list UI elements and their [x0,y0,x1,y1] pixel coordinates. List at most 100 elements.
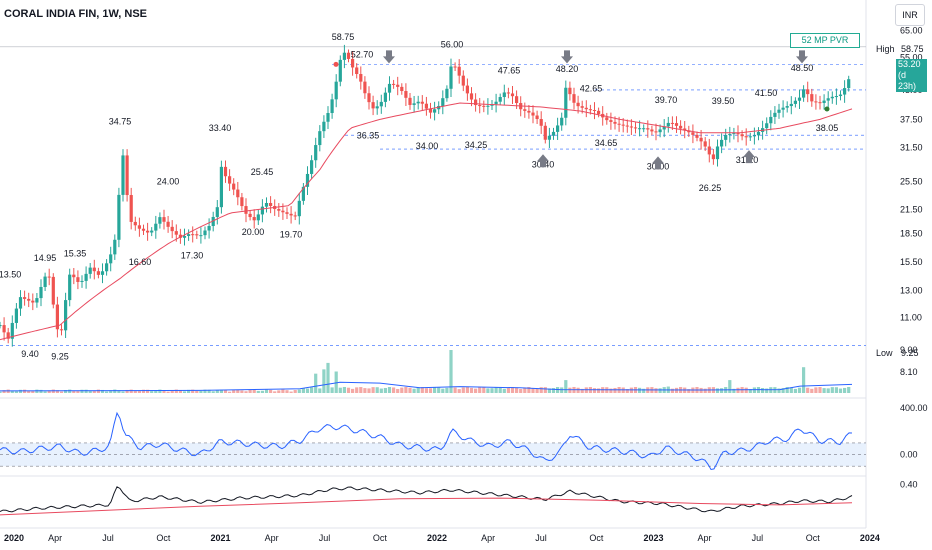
y-tick-label: 37.50 [900,114,923,124]
candle-body [576,102,580,107]
candle-body [182,235,187,238]
candle-body [228,176,232,184]
candle-body [769,116,773,124]
volume-bar [584,387,588,393]
volume-bar [330,387,334,393]
candle-body [806,89,810,95]
candle-body [322,121,326,132]
pvr-label: 52 MP PVR [790,33,860,48]
last-price-tag[interactable]: 53.20 (d 23h) [896,59,927,92]
volume-bar [383,387,387,393]
x-tick-label: Oct [806,533,821,543]
candle-body [494,101,498,105]
candle-body [834,96,838,98]
volume-bar [818,387,822,393]
price-annotation: 42.65 [580,84,603,94]
volume-bar [125,389,129,393]
candle-body [609,120,613,122]
candle-body [35,298,39,303]
candle-body [178,234,182,238]
currency-button[interactable]: INR [895,4,925,26]
volume-bar [843,387,847,393]
volume-bar [392,387,396,393]
volume-bar [404,386,408,393]
candle-body [162,217,166,222]
candle-body [703,141,707,147]
arrow-down-icon [561,50,573,64]
volume-bar [88,391,92,393]
candle-body [506,92,510,94]
candle-body [281,210,285,213]
y-tick-label: 25.50 [900,177,923,187]
price-annotation: 58.75 [332,32,355,42]
x-tick-label: 2023 [643,533,663,543]
volume-bar [445,387,449,393]
candle-body [523,109,527,111]
volume-bar [334,371,338,393]
candle-body [752,135,756,137]
price-annotation: 36.35 [357,130,380,140]
candle-body [137,225,141,229]
volume-bar [273,391,277,393]
candle-body [223,166,228,177]
candle-body [592,110,597,112]
candle-body [43,276,47,287]
volume-bar [18,389,23,393]
candle-body [359,74,363,82]
y-tick-label: 13.00 [900,286,923,296]
volume-bar [408,387,412,393]
volume-bar [211,391,215,393]
candle-body [670,122,674,124]
volume-bar [670,388,674,393]
y-tick-label: 31.50 [900,143,923,153]
candle-body [105,263,109,272]
candle-body [699,137,703,142]
candle-body [605,117,609,121]
volume-bar [318,388,322,393]
candle-body [244,206,248,214]
volume-bar [64,390,68,393]
price-annotation: 15.35 [64,249,87,259]
candle-body [740,134,744,137]
price-annotation: 38.05 [816,123,839,133]
volume-bar [720,388,724,393]
candle-body [482,105,486,107]
volume-bar [797,387,802,393]
candle-body [781,107,785,110]
volume-bar [453,387,457,393]
volume-bar [465,386,469,393]
volume-bar [252,389,256,393]
candle-body [207,226,211,231]
volume-bar [654,388,658,393]
candle-body [498,97,502,102]
candle-body [166,221,170,227]
oscillator2-line [0,486,853,513]
volume-bar [113,389,117,393]
volume-bar [51,389,55,393]
candle-body [469,93,474,100]
price-annotation: 25.45 [251,167,274,177]
price-annotation: 17.30 [181,250,204,260]
volume-bar [367,388,371,393]
price-annotation: 47.65 [498,66,521,76]
volume-bar [310,387,314,393]
candle-body [31,300,35,303]
candle-body [785,106,789,108]
volume-bar [568,387,572,393]
x-tick-label: 2021 [210,533,230,543]
candle-body [674,123,679,126]
volume-bar [47,390,51,393]
volume-bar [535,388,539,393]
candle-body [539,119,543,126]
volume-bar [80,389,84,393]
volume-bar [547,388,551,393]
volume-bar [461,387,465,393]
candle-body [527,110,531,113]
volume-bar [363,388,367,393]
candle-body [129,195,133,222]
oscillator2-tick-label: 0.40 [900,480,918,490]
candle-body [285,212,289,214]
price-annotation: 48.20 [556,64,579,74]
candle-body [301,186,305,201]
